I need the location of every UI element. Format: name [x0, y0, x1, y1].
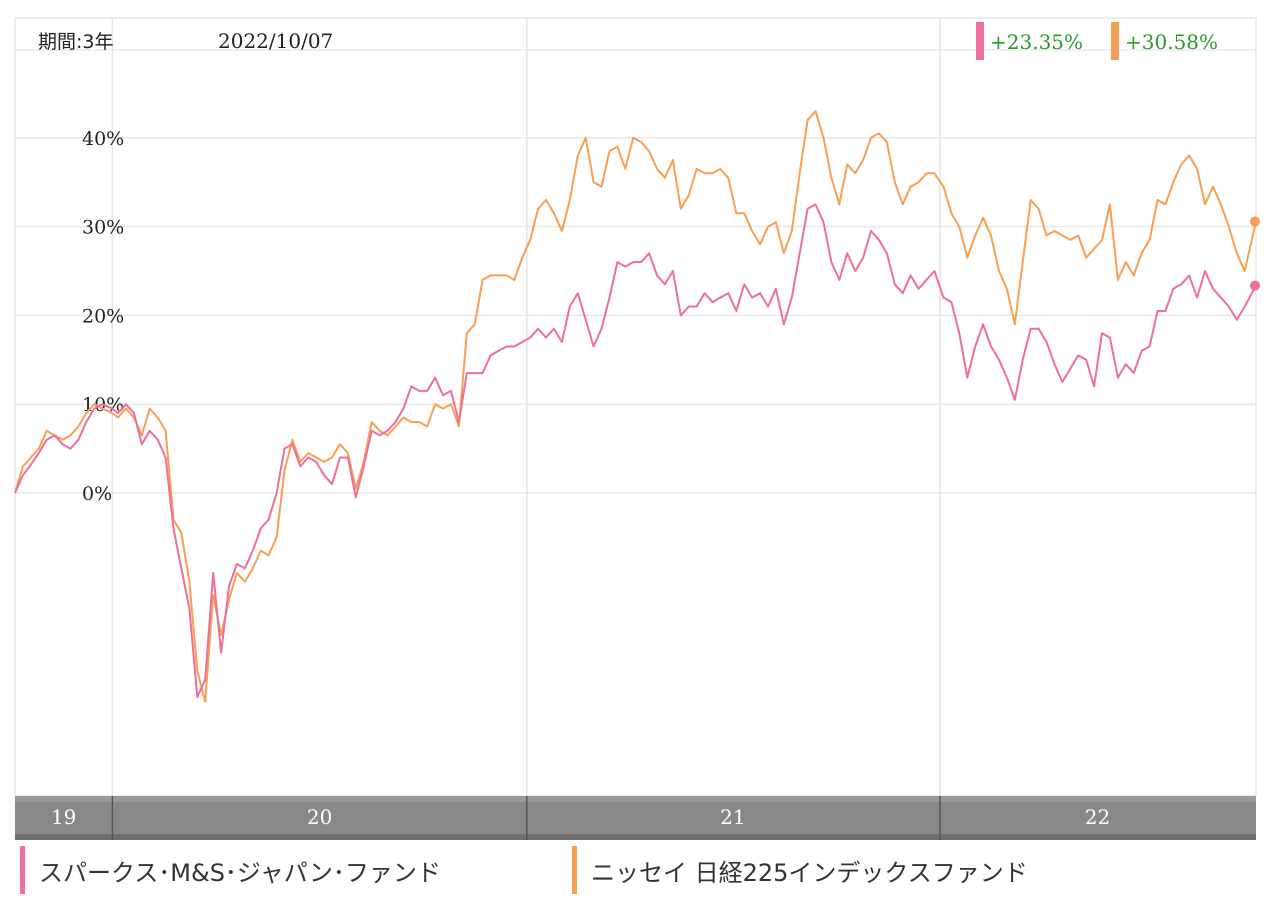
pink-change-marker [976, 22, 984, 60]
legend-item-sparx: スパークス･M&S･ジャパン･ファンド [20, 846, 441, 894]
legend-label-sparx: スパークス･M&S･ジャパン･ファンド [39, 858, 441, 887]
legend-label-nissay: ニッセイ 日経225インデックスファンド [591, 858, 1028, 887]
series-end-dot [1250, 280, 1260, 291]
horizontal-grid [15, 49, 1256, 494]
y-tick-label: 40% [82, 128, 124, 150]
date-label: 2022/10/07 [218, 29, 333, 53]
year-label: 21 [720, 805, 745, 829]
series-line [14, 203, 1257, 699]
series-line [14, 110, 1257, 703]
legend-item-nissay: ニッセイ 日経225インデックスファンド [572, 846, 1028, 894]
y-axis-labels: 0%10%20%30%40% [82, 128, 124, 505]
y-tick-label: 30% [82, 217, 124, 239]
series-end-markers [1250, 216, 1260, 291]
orange-change-value: +30.58% [1125, 30, 1218, 54]
plot-area [14, 17, 1257, 797]
year-label: 19 [51, 805, 76, 829]
y-tick-label: 20% [82, 305, 124, 327]
legend-color-pink [20, 846, 25, 894]
performance-chart: 0%10%20%30%40% 期間:3年 2022/10/07 +23.35% … [14, 17, 1260, 840]
year-gridlines [111, 18, 941, 796]
pink-change-value: +23.35% [990, 30, 1083, 54]
y-tick-label: 0% [82, 483, 112, 505]
year-axis-band: 19 20 21 22 [15, 796, 1256, 840]
year-label: 20 [307, 805, 332, 829]
period-label: 期間:3年 [38, 31, 114, 53]
legend-color-orange [572, 846, 577, 894]
series-lines [14, 110, 1257, 703]
series-end-dot [1250, 216, 1260, 227]
year-label: 22 [1085, 805, 1110, 829]
orange-change-marker [1111, 22, 1119, 60]
